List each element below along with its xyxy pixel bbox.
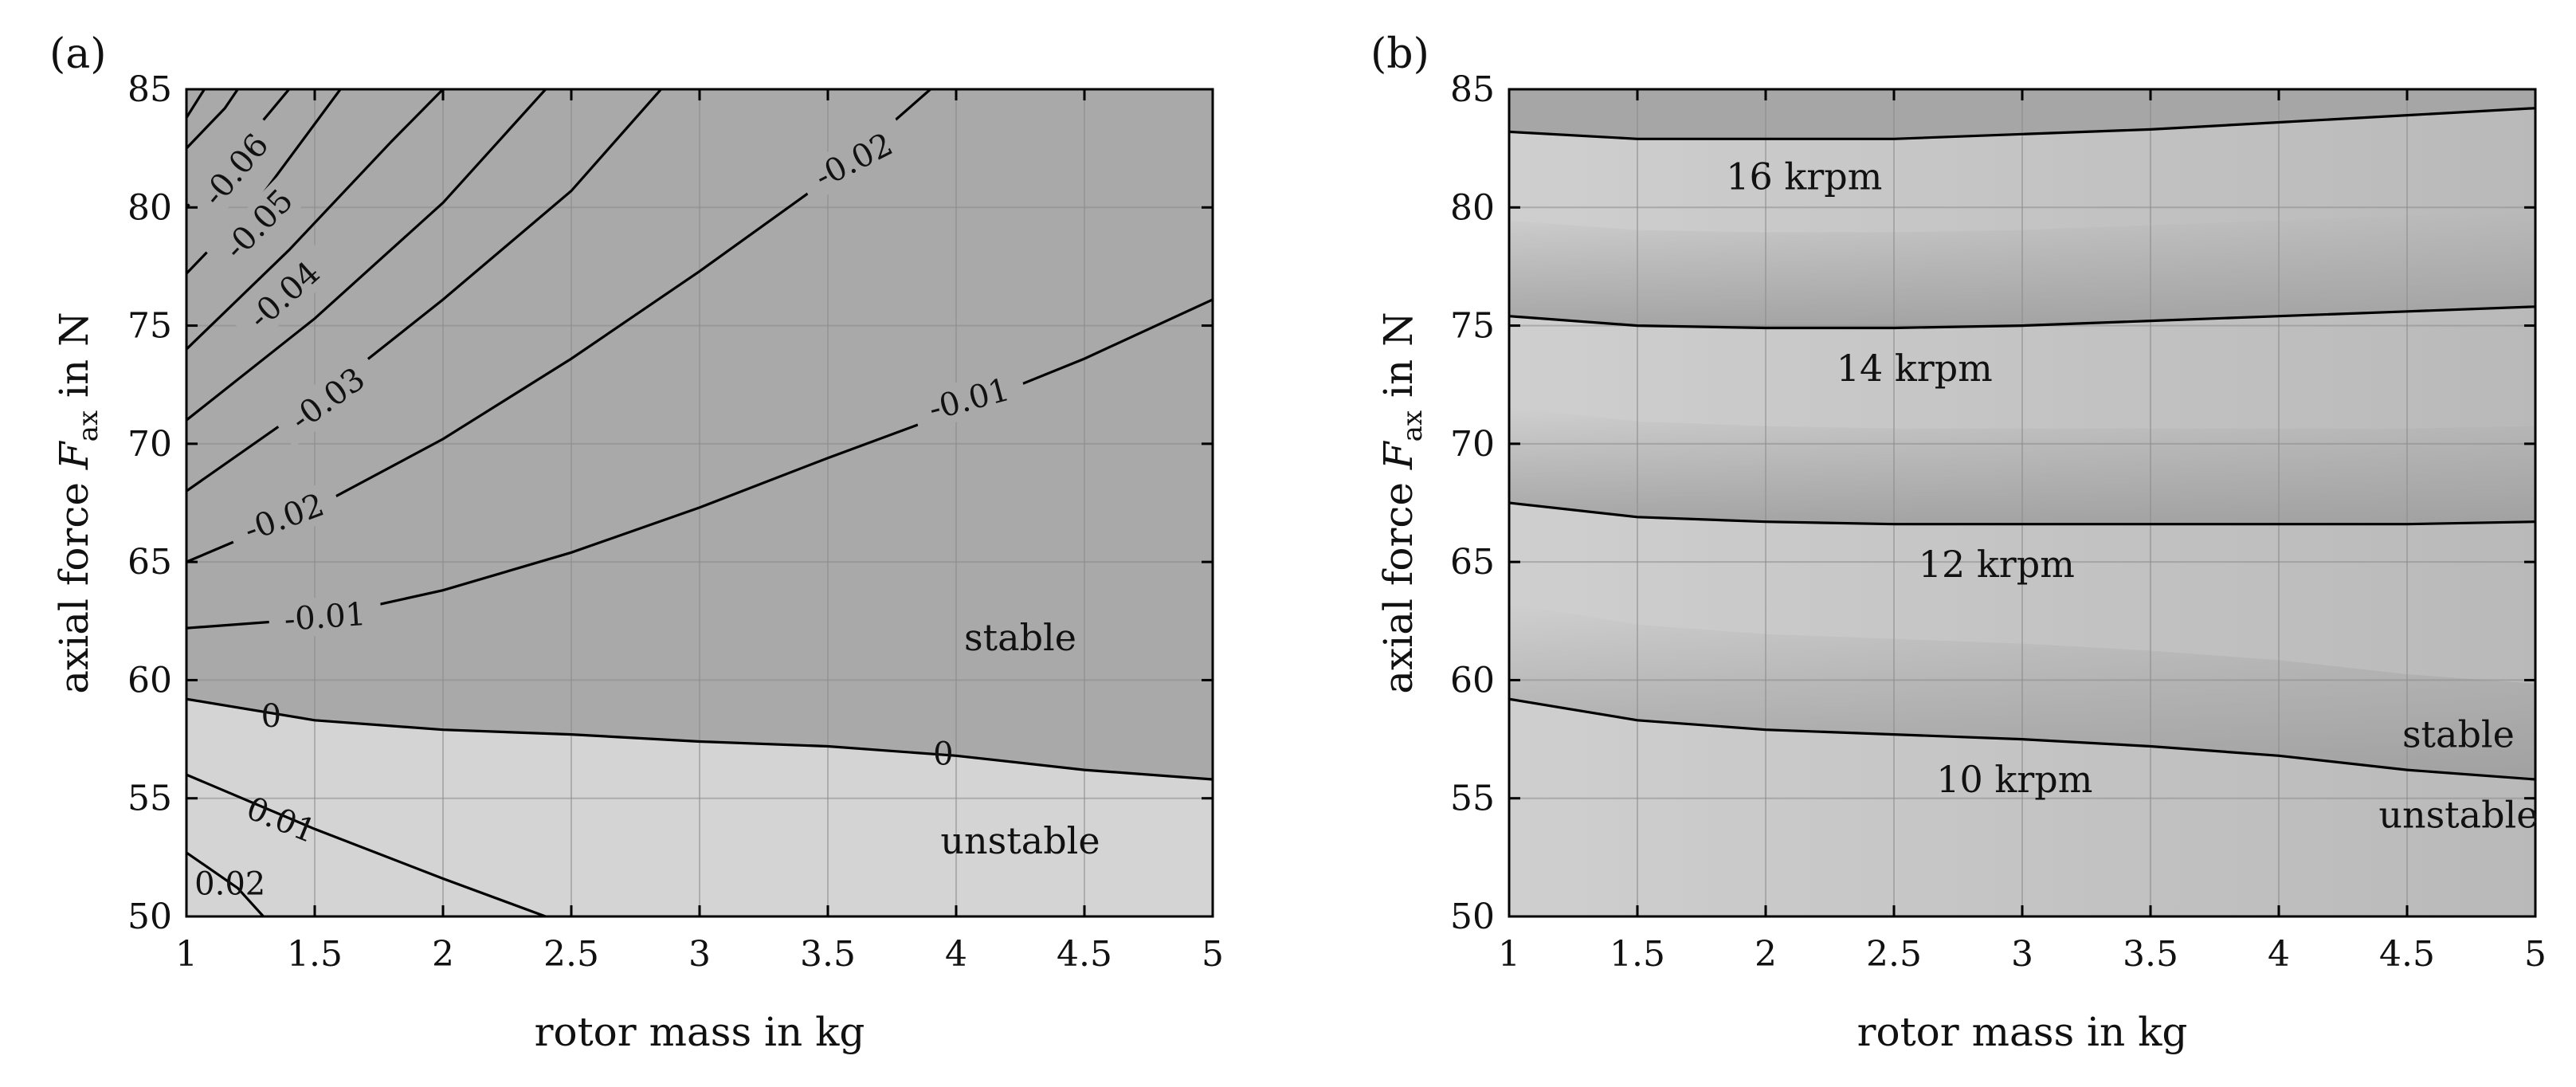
panel-b-y-title-post: in N — [1375, 312, 1421, 410]
panel-b-label-16-krpm: 16 krpm — [1726, 155, 1882, 198]
boundary-line-16-krpm — [1509, 107, 2535, 140]
panel-b-y-tick-label-85: 85 — [1450, 69, 1495, 110]
panel-b: 1 1.5 2 2.5 3 3.5 4 4.5 5 50 55 60 65 70 75 80 85 10 kr… — [1370, 30, 2547, 1055]
panel-a-y-tick-label-50: 50 — [127, 897, 172, 937]
boundary-line-14-krpm — [1509, 305, 2535, 330]
panel-b-label-14-krpm: 14 krpm — [1837, 347, 1993, 390]
panel-b-x-tick-label-1p5: 1.5 — [1610, 934, 1665, 975]
contour-label-0p02-0: 0.02 — [194, 866, 265, 903]
panel-a-y-tick-label-65: 65 — [127, 542, 172, 583]
contour-label-0-2: 0 — [261, 698, 281, 735]
contour-label-0-3: 0 — [933, 736, 953, 772]
panel-a-x-tick-label-3: 3 — [688, 934, 711, 975]
boundary-line-10-krpm — [1509, 697, 2535, 781]
panel-a-y-title-post: in N — [51, 312, 97, 410]
panel-a-x-tick-labels: 1 1.5 2 2.5 3 3.5 4 4.5 5 — [175, 934, 1224, 975]
panel-a-y-tick-label-55: 55 — [127, 779, 172, 819]
panel-a-x-tick-label-4p5: 4.5 — [1057, 934, 1112, 975]
panel-a-y-title-symbol: F — [51, 440, 97, 470]
panel-a-y-tick-label-85: 85 — [127, 69, 172, 110]
panel-b-x-tick-label-3: 3 — [2011, 934, 2033, 975]
panel-a-x-tick-label-2p5: 2.5 — [543, 934, 599, 975]
panel-a-tick-marks — [185, 88, 1214, 918]
contour-label-m0p01-4: -0.01 — [283, 596, 367, 638]
panel-b-y-tick-label-55: 55 — [1450, 779, 1495, 819]
panel-b-grid — [1509, 89, 2535, 916]
panel-b-label: (b) — [1370, 30, 1429, 78]
contour-line-unlabeled-10 — [186, 89, 239, 150]
boundary-line-12-krpm — [1509, 501, 2535, 526]
contour-line-unlabeled-11 — [186, 89, 206, 119]
panel-b-x-tick-label-2p5: 2.5 — [1866, 934, 1922, 975]
panel-b-y-tick-label-80: 80 — [1450, 187, 1495, 228]
panel-b-x-tick-label-4p5: 4.5 — [2379, 934, 2435, 975]
panel-b-x-tick-label-5: 5 — [2524, 934, 2547, 975]
panel-b-y-tick-label-75: 75 — [1450, 306, 1495, 347]
panel-b-y-title-symbol: F — [1375, 440, 1421, 470]
panel-a-y-tick-label-80: 80 — [127, 187, 172, 228]
contour-line-m0p04-7 — [186, 89, 445, 351]
panel-b-y-tick-label-50: 50 — [1450, 897, 1495, 937]
panel-b-x-tick-label-4: 4 — [2268, 934, 2290, 975]
panel-b-x-tick-label-2: 2 — [1755, 934, 1777, 975]
panel-b-boundaries — [1509, 107, 2535, 781]
panel-b-y-tick-label-60: 60 — [1450, 660, 1495, 700]
panel-a-label: (a) — [49, 30, 107, 78]
panel-b-stable-label: stable — [2402, 713, 2515, 756]
contour-label-gap-9 — [229, 242, 339, 347]
panel-a-y-title-pre: axial force — [51, 469, 97, 694]
contour-label-group-m0p01-4: -0.01 — [267, 593, 382, 640]
panel-a-y-axis-title: axial force Fax in N — [51, 312, 104, 694]
panel-a-x-tick-label-1: 1 — [175, 934, 198, 975]
panel-a-y-tick-label-60: 60 — [127, 660, 172, 700]
panel-a-x-tick-label-4: 4 — [945, 934, 967, 975]
panel-b-x-tick-labels: 1 1.5 2 2.5 3 3.5 4 4.5 5 — [1498, 934, 2547, 975]
panel-b-label-10-krpm: 10 krpm — [1936, 758, 2092, 801]
contour-label-gap-7 — [794, 117, 912, 203]
contour-label-gap-11 — [186, 114, 286, 226]
contour-label-gap-10 — [205, 170, 312, 278]
panel-a-x-tick-label-1p5: 1.5 — [287, 934, 343, 975]
panel-a-grid — [186, 89, 1213, 916]
panel-b-x-tick-label-3p5: 3.5 — [2123, 934, 2178, 975]
panel-a-x-tick-label-3p5: 3.5 — [800, 934, 856, 975]
contour-line-0p01-1 — [186, 773, 547, 916]
panel-b-label-12-krpm: 12 krpm — [1919, 543, 2075, 586]
panel-a-x-axis-title: rotor mass in kg — [535, 1009, 865, 1055]
panel-b-y-axis-title: axial force Fax in N — [1375, 312, 1429, 694]
panel-b-tick-marks — [1508, 88, 2537, 918]
panel-a-x-tick-label-5: 5 — [1202, 934, 1224, 975]
panel-b-unstable-label: unstable — [2378, 793, 2538, 836]
panel-a-y-title-subscript: ax — [73, 410, 104, 441]
contour-label-gap-5 — [909, 366, 1029, 432]
panel-a-y-tick-labels: 50 55 60 65 70 75 80 85 — [127, 69, 172, 937]
contour-label-gap-4 — [267, 593, 382, 640]
panel-b-x-tick-label-1: 1 — [1498, 934, 1520, 975]
panel-a-stable-label: stable — [964, 616, 1076, 659]
panel-a: 0.020.0100-0.01-0.01-0.02-0.02-0.03-0.04… — [49, 30, 1224, 1055]
contour-line-m0p02-5 — [186, 89, 662, 492]
contour-label-group-0-2: 0 — [261, 698, 281, 735]
panel-b-y-tick-label-65: 65 — [1450, 542, 1495, 583]
contour-label-gap-6 — [224, 480, 343, 555]
panel-a-y-tick-label-75: 75 — [127, 306, 172, 347]
contour-label-gap-8 — [270, 350, 385, 448]
panel-b-x-axis-title: rotor mass in kg — [1857, 1009, 2188, 1055]
panel-b-y-tick-label-70: 70 — [1450, 424, 1495, 465]
panel-a-x-tick-label-2: 2 — [432, 934, 454, 975]
contour-line-0-2 — [186, 697, 1213, 781]
contour-label-group-0p02-0: 0.02 — [194, 866, 265, 903]
contour-line-m0p03-6 — [186, 89, 547, 422]
panel-a-unstable-label: unstable — [940, 819, 1100, 862]
panel-b-y-tick-labels: 50 55 60 65 70 75 80 85 — [1450, 69, 1495, 937]
panel-b-y-title-subscript: ax — [1397, 410, 1429, 441]
contour-line-0p02-0 — [186, 851, 265, 916]
panel-b-y-title-pre: axial force — [1375, 469, 1421, 694]
contour-label-group-0-3: 0 — [933, 736, 953, 772]
panel-a-y-tick-label-70: 70 — [127, 424, 172, 465]
